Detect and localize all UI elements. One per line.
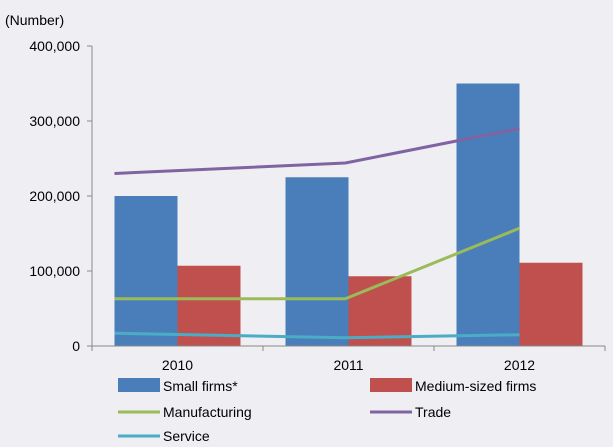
legend: Small firms* Medium-sized firms Manufactur… <box>118 378 536 444</box>
bar-medium-sized-firms-2010 <box>177 265 241 346</box>
bar-small-firms-2011 <box>285 177 349 346</box>
line-manufacturing <box>114 226 521 301</box>
y-tick-label: 200,000 <box>29 188 80 204</box>
bar-small-firms-2012 <box>456 83 520 346</box>
legend-label-small-firms: Small firms* <box>163 378 238 394</box>
legend-label-service: Service <box>163 428 210 444</box>
bar-small-firms-2010 <box>114 196 178 346</box>
x-axis: 2010 2011 2012 <box>91 345 606 373</box>
y-tick-label: 100,000 <box>29 263 80 279</box>
line-service <box>114 331 520 340</box>
legend-swatch-small-firms <box>118 378 160 392</box>
y-tick-label: 0 <box>72 338 80 354</box>
x-tick-label: 2012 <box>504 357 535 373</box>
line-trade <box>114 127 520 175</box>
legend-label-trade: Trade <box>415 404 451 420</box>
y-axis: 0 100,000 200,000 300,000 400,000 <box>29 38 93 354</box>
legend-label-manufacturing: Manufacturing <box>163 404 252 420</box>
y-unit-label: (Number) <box>5 12 64 28</box>
x-tick-label: 2011 <box>333 357 363 373</box>
y-tick-label: 300,000 <box>29 113 80 129</box>
legend-swatch-medium-sized-firms <box>370 378 412 392</box>
x-tick-label: 2010 <box>162 357 193 373</box>
y-tick-label: 400,000 <box>29 38 80 54</box>
bar-medium-sized-firms-2012 <box>519 262 583 346</box>
bar-medium-sized-firms-2011 <box>348 276 412 346</box>
bar-series <box>114 83 583 346</box>
legend-label-medium-sized-firms: Medium-sized firms <box>415 378 536 394</box>
line-series <box>114 127 521 340</box>
